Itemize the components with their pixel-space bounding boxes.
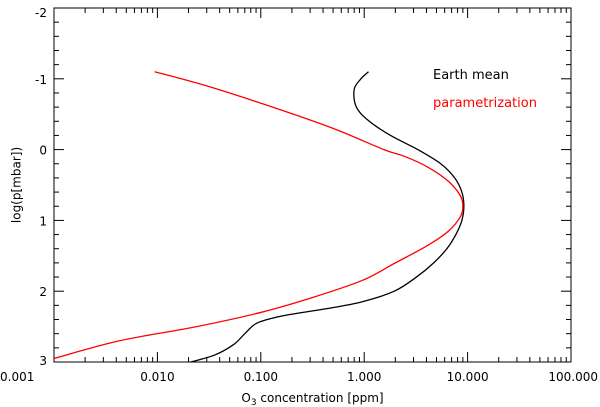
legend-label-parametrization: parametrization [433,96,537,111]
series-line-parametrization [54,71,464,360]
y-tick-label: 1 [39,214,47,228]
x-tick-label: 1.000 [347,370,381,384]
x-axis-label: O3 concentration [ppm] [241,391,383,407]
minor-ticks [54,8,571,362]
y-tick-label: -1 [35,73,47,87]
y-tick-label: 3 [39,354,47,368]
x-tick-label: 10.000 [447,370,489,384]
x-axis: 0.001 0.010 0.100 1.000 10.000 100.000 [0,8,598,384]
series-line-earth-mean [190,71,465,362]
y-tick-label: 2 [39,285,47,299]
legend: Earth mean parametrization [433,68,537,111]
y-tick-label: 0 [39,144,47,158]
y-tick-label: -2 [35,6,47,20]
x-tick-label: 0.100 [244,370,278,384]
x-tick-label: 0.001 [0,370,34,384]
plot-frame [53,7,572,363]
legend-label-earth-mean: Earth mean [433,68,509,83]
x-tick-label: 0.010 [140,370,174,384]
y-axis: -2 -1 0 1 2 3 [35,6,571,368]
x-tick-label: 100.000 [548,370,598,384]
series-layer [54,71,465,362]
y-axis-label: log(p[mbar]) [10,147,24,223]
